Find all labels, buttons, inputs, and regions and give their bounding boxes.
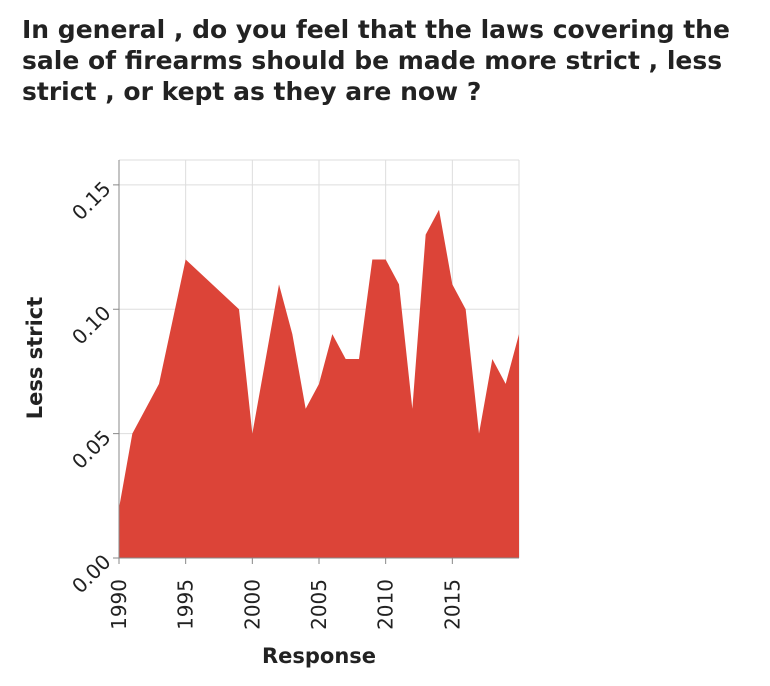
x-tick-label: 1990 [107, 579, 131, 630]
data-point [450, 282, 454, 286]
chart-title: In general , do you feel that the laws c… [22, 15, 739, 106]
y-axis-label: Less strict [23, 297, 47, 420]
x-tick-label: 2005 [307, 579, 331, 630]
x-tick-label: 2010 [374, 579, 398, 630]
data-point [504, 382, 508, 386]
data-point [184, 258, 188, 262]
data-point [344, 357, 348, 361]
area-series [119, 208, 521, 558]
x-axis-label: Response [262, 644, 376, 668]
x-tick-label: 2000 [240, 579, 264, 630]
data-point [250, 432, 254, 436]
x-tick-label: 1995 [174, 579, 198, 630]
data-point [357, 357, 361, 361]
data-point [330, 332, 334, 336]
data-point [237, 307, 241, 311]
data-point [477, 432, 481, 436]
y-tick-label: 0.15 [67, 176, 115, 224]
data-point [490, 357, 494, 361]
data-point [370, 258, 374, 262]
data-point [277, 282, 281, 286]
data-point [290, 332, 294, 336]
data-point [384, 258, 388, 262]
data-point [517, 332, 521, 336]
data-point [410, 407, 414, 411]
x-axis-ticks: 1990 1995 2000 2005 2010 2015 [107, 557, 519, 630]
data-point [130, 432, 134, 436]
data-point [304, 407, 308, 411]
data-point [464, 307, 468, 311]
data-point [424, 233, 428, 237]
y-tick-label: 0.05 [67, 425, 115, 473]
y-tick-label: 0.10 [67, 301, 115, 349]
y-axis-ticks: 0.000.050.100.15 [67, 160, 120, 598]
data-point [157, 382, 161, 386]
data-point [397, 282, 401, 286]
data-point [317, 382, 321, 386]
data-point [437, 208, 441, 212]
x-tick-label: 2015 [440, 579, 464, 630]
area-fill [119, 209, 519, 558]
